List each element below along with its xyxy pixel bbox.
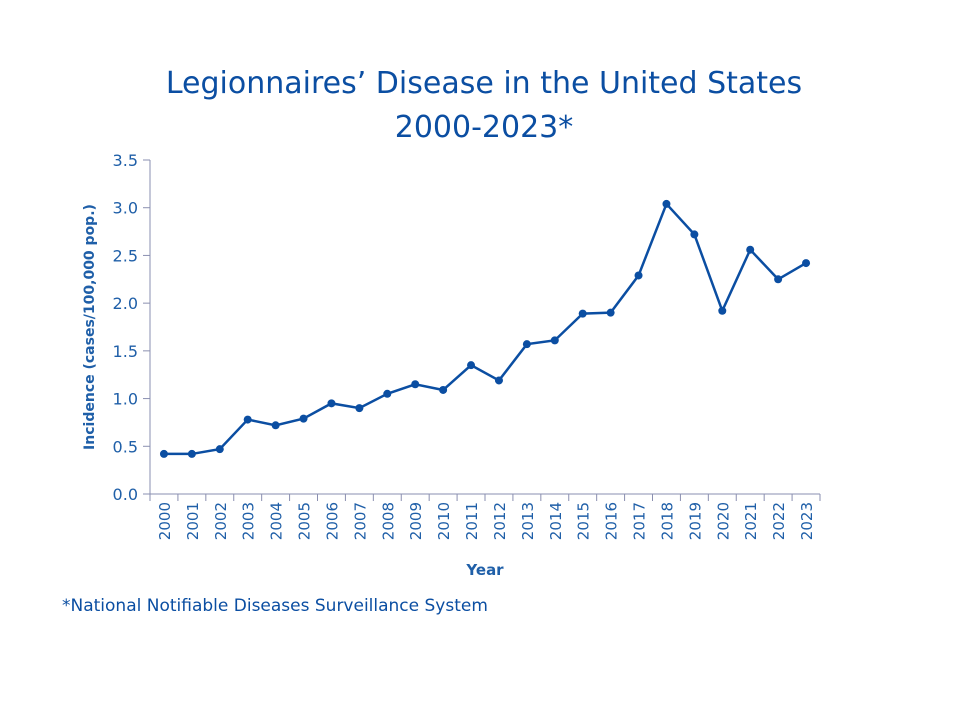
x-tick-label: 2009 (407, 502, 425, 540)
y-tick-label: 0.5 (113, 437, 138, 456)
x-tick-label: 2020 (714, 502, 732, 540)
x-tick-label: 2012 (491, 502, 509, 540)
chart-subtitle: 2000-2023* (394, 110, 574, 145)
data-point (299, 414, 308, 423)
x-tick-label: 2008 (379, 502, 397, 540)
data-point (494, 376, 503, 385)
x-tick-label: 2013 (519, 502, 537, 540)
data-point (355, 404, 364, 413)
x-tick-label: 2019 (686, 502, 704, 540)
data-point (159, 449, 168, 458)
x-tick-label: 2018 (658, 502, 676, 540)
data-point (467, 361, 476, 370)
x-tick-label: 2006 (323, 502, 341, 540)
data-point (383, 389, 392, 398)
data-point (439, 385, 448, 394)
y-axis-label: Incidence (cases/100,000 pop.) (82, 204, 98, 450)
data-point (718, 306, 727, 315)
y-tick-label: 1.5 (113, 342, 138, 361)
data-point (606, 308, 615, 317)
data-point (662, 199, 671, 208)
x-tick-label: 2010 (435, 502, 453, 540)
data-point (578, 309, 587, 318)
data-point (187, 449, 196, 458)
data-point (690, 230, 699, 239)
x-tick-label: 2004 (268, 502, 286, 540)
x-tick-label: 2003 (240, 502, 258, 540)
x-tick-label: 2023 (798, 502, 816, 540)
x-axis-label: Year (465, 561, 504, 579)
footnote: *National Notifiable Diseases Surveillan… (62, 596, 488, 616)
x-tick-label: 2021 (742, 502, 760, 540)
y-tick-label: 0.0 (113, 485, 138, 504)
x-tick-label: 2015 (575, 502, 593, 540)
x-tick-label: 2007 (351, 502, 369, 540)
data-point (550, 336, 559, 345)
data-point (522, 340, 531, 349)
x-tick-label: 2014 (547, 502, 565, 540)
data-point (802, 259, 811, 268)
y-tick-label: 3.5 (113, 151, 138, 170)
data-point (634, 271, 643, 280)
data-point (327, 399, 336, 408)
y-tick-label: 2.5 (113, 246, 138, 265)
x-tick-label: 2005 (296, 502, 314, 540)
x-tick-label: 2000 (156, 502, 174, 540)
data-point (243, 415, 252, 424)
data-point (215, 445, 224, 454)
y-tick-label: 2.0 (113, 294, 138, 313)
x-tick-label: 2002 (212, 502, 230, 540)
x-tick-label: 2001 (184, 502, 202, 540)
x-tick-label: 2017 (631, 502, 649, 540)
chart-title: Legionnaires’ Disease in the United Stat… (165, 66, 803, 101)
data-point (271, 421, 280, 430)
x-tick-label: 2022 (770, 502, 788, 540)
x-tick-label: 2016 (603, 502, 621, 540)
data-point (746, 245, 755, 254)
data-point (411, 380, 420, 389)
y-tick-label: 3.0 (113, 199, 138, 218)
data-point (774, 275, 783, 284)
series-line (163, 201, 807, 456)
x-tick-label: 2011 (463, 502, 481, 540)
y-tick-label: 1.0 (113, 390, 138, 409)
